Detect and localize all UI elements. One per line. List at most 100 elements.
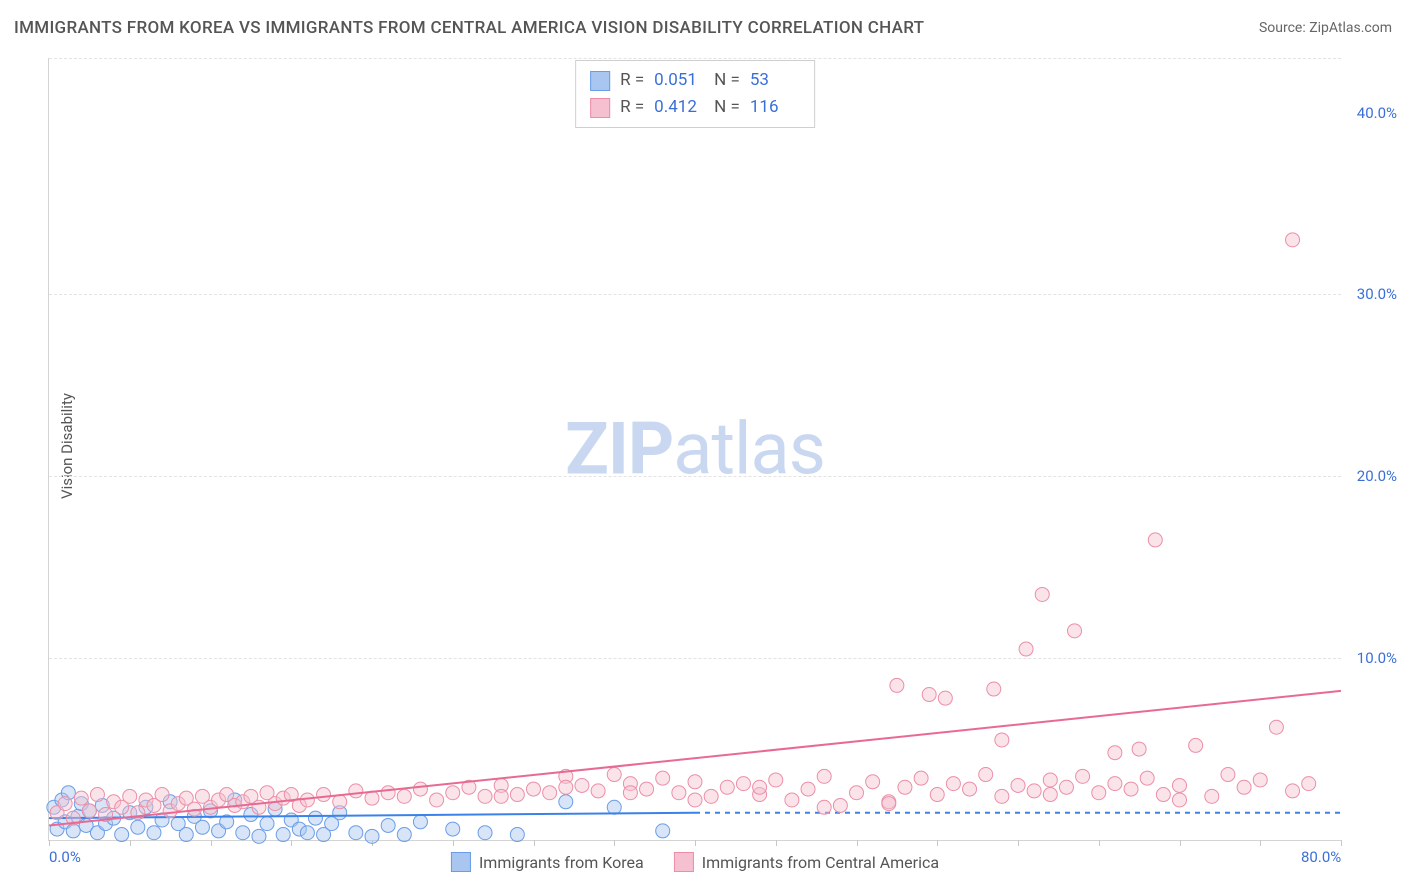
data-point (1108, 746, 1122, 760)
data-point (90, 788, 104, 802)
data-point (74, 791, 88, 805)
data-point (882, 797, 896, 811)
data-point (478, 826, 492, 840)
data-point (753, 780, 767, 794)
data-point (833, 798, 847, 812)
data-point (1302, 777, 1316, 791)
data-point (817, 769, 831, 783)
data-point (801, 782, 815, 796)
data-point (349, 826, 363, 840)
data-point (1156, 788, 1170, 802)
data-point (607, 800, 621, 814)
data-point (995, 733, 1009, 747)
data-point (1043, 788, 1057, 802)
data-point (1068, 624, 1082, 638)
data-point (333, 795, 347, 809)
data-point (478, 789, 492, 803)
data-point (591, 784, 605, 798)
data-point (1173, 778, 1187, 792)
data-point (1140, 771, 1154, 785)
data-point (1286, 784, 1300, 798)
data-point (308, 811, 322, 825)
data-point (260, 817, 274, 831)
data-point (527, 782, 541, 796)
y-tick-label: 30.0% (1347, 285, 1397, 303)
data-point (987, 682, 1001, 696)
data-point (769, 773, 783, 787)
data-point (252, 829, 266, 843)
data-point (446, 822, 460, 836)
data-point (890, 678, 904, 692)
stats-row-series2: R = 0.412 N = 116 (590, 94, 800, 121)
swatch-series2 (590, 98, 610, 118)
data-point (1253, 773, 1267, 787)
source-label: Source: ZipAtlas.com (1259, 20, 1392, 36)
data-point (866, 775, 880, 789)
stats-row-series1: R = 0.051 N = 53 (590, 67, 800, 94)
data-point (179, 828, 193, 842)
stats-box: R = 0.051 N = 53 R = 0.412 N = 116 (575, 60, 815, 128)
data-point (300, 826, 314, 840)
data-point (914, 771, 928, 785)
data-point (785, 793, 799, 807)
data-point (688, 775, 702, 789)
data-point (1035, 587, 1049, 601)
data-point (494, 789, 508, 803)
data-point (817, 800, 831, 814)
data-point (1173, 793, 1187, 807)
data-point (236, 826, 250, 840)
data-point (317, 788, 331, 802)
data-point (123, 789, 137, 803)
data-point (1059, 780, 1073, 794)
data-point (1286, 233, 1300, 247)
data-point (1148, 533, 1162, 547)
data-point (510, 788, 524, 802)
data-point (704, 789, 718, 803)
data-point (543, 786, 557, 800)
data-point (276, 828, 290, 842)
data-point (995, 789, 1009, 803)
data-point (1027, 784, 1041, 798)
data-point (115, 828, 129, 842)
data-point (1132, 742, 1146, 756)
data-point (559, 780, 573, 794)
chart-title: IMMIGRANTS FROM KOREA VS IMMIGRANTS FROM… (14, 18, 924, 38)
data-point (430, 793, 444, 807)
data-point (1205, 789, 1219, 803)
legend-item-series2: Immigrants from Central America (674, 852, 939, 872)
bottom-legend: Immigrants from Korea Immigrants from Ce… (451, 852, 939, 872)
data-point (672, 786, 686, 800)
data-point (381, 786, 395, 800)
data-point (1221, 768, 1235, 782)
y-tick-label: 10.0% (1347, 649, 1397, 667)
data-point (1269, 720, 1283, 734)
data-point (898, 780, 912, 794)
data-point (397, 828, 411, 842)
data-point (922, 688, 936, 702)
swatch-series1-legend (451, 852, 471, 872)
data-point (66, 824, 80, 838)
data-point (575, 778, 589, 792)
y-tick-label: 40.0% (1347, 104, 1397, 122)
data-point (736, 777, 750, 791)
data-point (979, 768, 993, 782)
data-point (147, 826, 161, 840)
x-tick-label: 80.0% (1301, 848, 1341, 866)
data-point (365, 829, 379, 843)
data-point (82, 804, 96, 818)
data-point (1076, 769, 1090, 783)
data-point (1011, 778, 1025, 792)
data-point (195, 820, 209, 834)
data-point (1189, 738, 1203, 752)
plot-area: ZIPatlas 10.0%20.0%30.0%40.0% 0.0%80.0% … (48, 58, 1341, 841)
swatch-series1 (590, 71, 610, 91)
data-point (349, 784, 363, 798)
swatch-series2-legend (674, 852, 694, 872)
data-point (446, 786, 460, 800)
data-point (938, 691, 952, 705)
data-point (58, 797, 72, 811)
data-point (413, 782, 427, 796)
data-point (963, 782, 977, 796)
data-point (623, 786, 637, 800)
data-point (131, 820, 145, 834)
